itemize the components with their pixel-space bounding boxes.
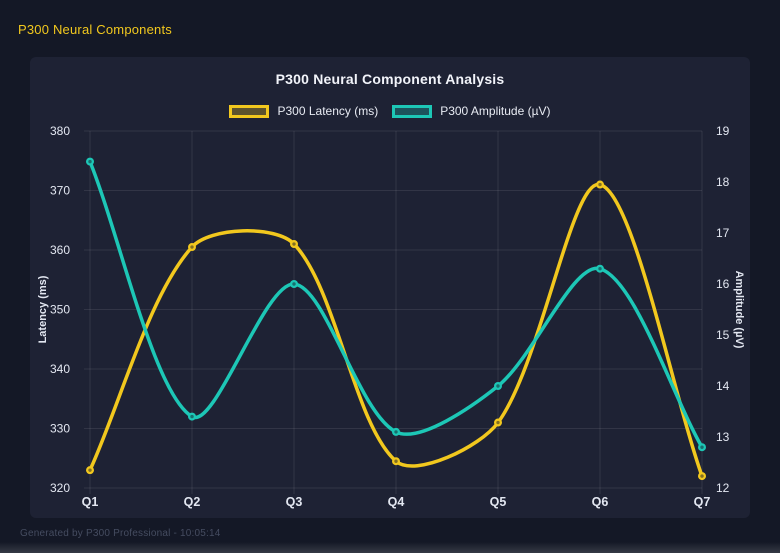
right-axis-tick-label: 18 [716,175,730,189]
bottom-edge-strip [0,542,780,553]
data-point-center [496,384,500,388]
data-point-center [700,474,704,478]
x-axis-category-label: Q2 [184,495,201,509]
data-point-center [292,242,296,246]
left-axis-tick-label: 380 [50,124,70,138]
chart-title: P300 Neural Component Analysis [275,71,505,87]
left-axis-tick-label: 330 [50,422,70,436]
footer-text: Generated by P300 Professional - 10:05:1… [20,528,221,539]
right-axis-tick-label: 16 [716,277,730,291]
data-point-center [598,182,602,187]
x-axis-category-label: Q6 [592,495,609,509]
legend-label-latency: P300 Latency (ms) [277,104,379,118]
data-point-center [496,420,500,425]
right-axis-title: Amplitude (µV) [733,271,745,349]
x-axis-category-label: Q5 [490,495,507,509]
right-axis-tick-label: 14 [716,379,730,393]
chart-canvas: 320 330 340 350 360 370 380 12 13 14 15 16 17 18 19 Lat… [37,124,745,509]
left-axis-tick-label: 370 [50,184,70,198]
left-axis-tick-label: 350 [50,303,70,317]
x-axis-category-label: Q1 [82,495,99,509]
left-axis-tick-label: 360 [50,243,70,257]
data-point-center [394,430,398,434]
right-axis-tick-label: 12 [716,481,730,495]
right-axis-tick-label: 17 [716,226,730,240]
data-point-center [700,445,704,449]
amplitude-swatch-icon [392,104,433,118]
legend-label-amplitude: P300 Amplitude (µV) [440,104,551,118]
data-point-center [598,267,602,271]
x-axis-category-label: Q7 [694,495,711,509]
x-axis-category-label: Q3 [286,495,303,509]
data-point-center [190,245,194,249]
right-axis-tick-label: 15 [716,328,730,342]
data-point-center [190,414,194,419]
left-axis-tick-label: 340 [50,362,70,376]
data-point-center [88,159,92,164]
latency-swatch-icon [229,104,270,118]
left-axis-title: Latency (ms) [37,275,49,343]
page-title: P300 Neural Components [18,22,172,37]
right-axis-tick-label: 13 [716,430,730,444]
chart-legend: P300 Latency (ms) P300 Amplitude (µV) [30,104,750,118]
right-axis-tick-label: 19 [716,124,730,138]
left-axis-tick-label: 320 [50,481,70,495]
legend-item-amplitude[interactable]: P300 Amplitude (µV) [392,104,551,118]
chart-card: P300 Neural Component Analysis P300 Late… [30,57,750,518]
data-point-center [88,468,92,472]
legend-item-latency[interactable]: P300 Latency (ms) [229,104,378,118]
data-point-center [292,282,296,286]
x-axis-category-label: Q4 [388,495,405,509]
data-point-center [394,459,398,463]
